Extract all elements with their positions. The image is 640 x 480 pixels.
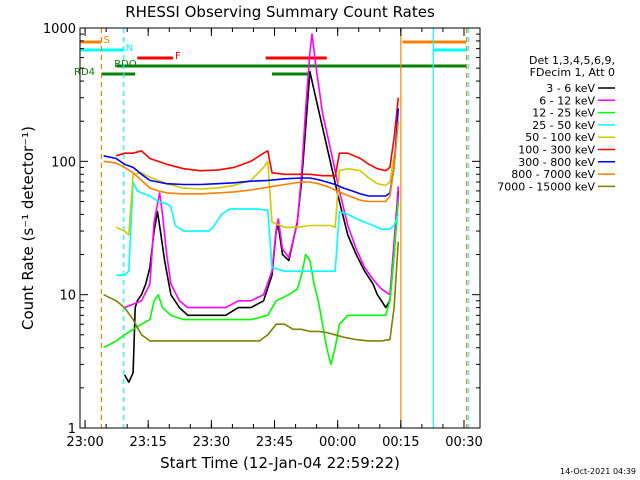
x-tick-label: 00:00 <box>319 435 356 450</box>
y-tick-label: 10 <box>59 289 76 304</box>
x-tick-label: 23:00 <box>66 435 103 450</box>
x-tick-label: 23:15 <box>129 435 166 450</box>
series-line <box>103 201 400 366</box>
series-line <box>115 97 400 178</box>
legend-entry-label: 100 - 300 keV <box>518 144 595 157</box>
flag-label: F <box>175 51 181 62</box>
legend-header: FDecim 1, Att 0 <box>530 66 615 79</box>
series-line <box>124 33 400 309</box>
flag-label: RDO <box>114 59 137 70</box>
x-axis-label: Start Time (12-Jan-04 22:59:22) <box>160 454 400 472</box>
series-line <box>103 241 400 342</box>
legend-entry-label: 12 - 25 keV <box>532 107 595 120</box>
flag-bars: S N F RDO RD4 <box>74 35 466 78</box>
legend-entry-label: 800 - 7000 keV <box>511 168 595 181</box>
series-line <box>115 155 395 236</box>
plot-frame <box>79 27 481 429</box>
x-tick-label: 00:30 <box>445 435 482 450</box>
series-line <box>103 108 400 197</box>
legend-entry-label: 300 - 800 keV <box>518 156 595 169</box>
y-tick-label: 100 <box>51 155 76 170</box>
series-line <box>123 70 400 384</box>
legend-entry-label: 3 - 6 keV <box>546 82 595 95</box>
x-tick-label: 00:15 <box>382 435 419 450</box>
x-tick-label: 23:45 <box>256 435 293 450</box>
flag-label: S <box>103 35 109 46</box>
legend-entry-label: 25 - 50 keV <box>532 119 595 132</box>
legend-entry-label: 7000 - 15000 keV <box>497 180 595 193</box>
legend-entry-label: 50 - 100 keV <box>525 131 595 144</box>
series-line <box>116 181 400 277</box>
legend: Det 1,3,4,5,6,9,FDecim 1, Att 0 3 - 6 keV… <box>497 54 615 193</box>
flag-label: RD4 <box>74 67 95 78</box>
x-tick-label: 23:30 <box>193 435 230 450</box>
y-tick-label: 1 <box>68 422 76 437</box>
legend-entry-label: 6 - 12 keV <box>539 94 595 107</box>
axes: 23:00 23:15 23:30 23:45 00:00 00:15 00:30 1 10 10… <box>43 22 483 450</box>
date-stamp: 14-Oct-2021 04:39 <box>560 467 636 476</box>
legend-header: Det 1,3,4,5,6,9, <box>529 54 615 67</box>
flag-label: N <box>126 43 133 54</box>
y-tick-label: 1000 <box>43 22 76 37</box>
y-axis-label: Count Rate (s⁻¹ detector⁻¹) <box>19 126 37 330</box>
vertical-markers <box>100 28 469 428</box>
series-lines <box>103 33 400 384</box>
series-line <box>103 121 400 203</box>
chart-title: RHESSI Observing Summary Count Rates <box>125 3 435 21</box>
